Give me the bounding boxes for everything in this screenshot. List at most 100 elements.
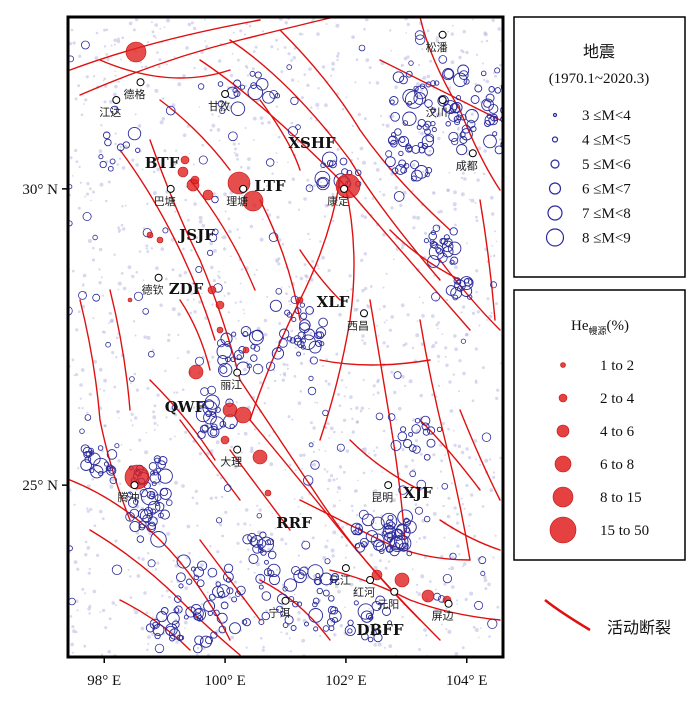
minor-quake bbox=[181, 236, 185, 240]
minor-quake bbox=[296, 617, 301, 622]
minor-quake bbox=[461, 305, 466, 309]
earthquake bbox=[215, 581, 221, 587]
earthquake bbox=[268, 232, 279, 243]
earthquake bbox=[267, 569, 275, 577]
minor-quake bbox=[141, 65, 144, 69]
minor-quake bbox=[86, 507, 89, 510]
minor-quake bbox=[356, 157, 359, 160]
minor-quake bbox=[429, 580, 432, 583]
minor-quake bbox=[120, 58, 122, 61]
minor-quake bbox=[445, 607, 448, 610]
minor-quake bbox=[151, 21, 153, 24]
earthquake bbox=[313, 626, 319, 632]
fault-line bbox=[189, 179, 256, 291]
minor-quake bbox=[266, 208, 269, 212]
minor-quake bbox=[154, 23, 158, 27]
minor-quake bbox=[124, 204, 127, 207]
minor-quake bbox=[468, 198, 471, 201]
minor-quake bbox=[127, 265, 132, 270]
minor-quake bbox=[129, 596, 133, 599]
earthquake bbox=[159, 487, 172, 500]
minor-quake bbox=[415, 333, 420, 338]
minor-quake bbox=[482, 172, 486, 176]
minor-quake bbox=[473, 534, 477, 538]
minor-quake bbox=[209, 545, 212, 548]
minor-quake bbox=[422, 170, 425, 174]
earthquake bbox=[322, 589, 330, 597]
x-tick-label: 102° E bbox=[325, 673, 366, 689]
city-label: 昆明 bbox=[371, 491, 393, 504]
earthquake bbox=[228, 131, 238, 142]
earthquake bbox=[102, 131, 111, 140]
earthquake bbox=[78, 290, 87, 300]
minor-quake bbox=[173, 162, 177, 166]
minor-quake bbox=[336, 147, 340, 151]
helium-point bbox=[242, 346, 250, 354]
minor-quake bbox=[288, 300, 291, 303]
minor-quake bbox=[406, 313, 410, 317]
minor-quake bbox=[124, 144, 128, 148]
earthquake bbox=[391, 167, 399, 175]
minor-quake bbox=[192, 26, 197, 31]
minor-quake bbox=[478, 324, 481, 327]
minor-quake bbox=[324, 544, 328, 549]
earthquake bbox=[210, 631, 218, 639]
minor-quake bbox=[98, 281, 102, 285]
minor-quake bbox=[131, 424, 134, 427]
city-label: 康定 bbox=[327, 194, 349, 208]
earthquake bbox=[90, 465, 104, 479]
minor-quake bbox=[496, 605, 500, 609]
minor-quake bbox=[92, 75, 96, 78]
minor-quake bbox=[425, 634, 428, 637]
minor-quake bbox=[238, 236, 241, 239]
earthquake bbox=[506, 85, 511, 90]
minor-quake bbox=[400, 303, 405, 308]
minor-quake bbox=[356, 299, 360, 303]
minor-quake bbox=[293, 47, 297, 50]
minor-quake bbox=[146, 41, 150, 44]
earthquake bbox=[195, 265, 203, 273]
minor-quake bbox=[81, 587, 85, 591]
minor-quake bbox=[293, 375, 297, 378]
minor-quake bbox=[101, 330, 105, 333]
minor-quake bbox=[405, 32, 408, 34]
minor-quake bbox=[390, 206, 394, 210]
earthquake bbox=[500, 115, 503, 123]
minor-quake bbox=[166, 531, 171, 536]
minor-quake bbox=[116, 39, 121, 44]
fault-line bbox=[179, 299, 211, 371]
minor-quake bbox=[181, 484, 185, 488]
minor-quake bbox=[174, 413, 178, 417]
earthquake bbox=[157, 468, 173, 484]
minor-quake bbox=[474, 201, 477, 204]
earthquake bbox=[398, 485, 408, 495]
minor-quake bbox=[324, 450, 327, 452]
earthquake bbox=[470, 125, 477, 132]
earthquake bbox=[402, 89, 418, 105]
minor-quake bbox=[246, 166, 251, 170]
minor-quake bbox=[283, 373, 287, 377]
earthquake bbox=[296, 351, 302, 357]
earthquake bbox=[216, 517, 223, 524]
minor-quake bbox=[175, 640, 179, 644]
earthquake bbox=[207, 249, 214, 256]
earthquake bbox=[451, 138, 459, 146]
minor-quake bbox=[198, 219, 203, 224]
earthquake bbox=[219, 420, 227, 428]
minor-quake bbox=[385, 319, 388, 322]
minor-quake bbox=[75, 328, 79, 332]
minor-quake bbox=[273, 379, 277, 383]
earthquake bbox=[437, 95, 449, 107]
earthquake bbox=[300, 334, 316, 350]
helium-point bbox=[177, 166, 189, 178]
city-marker bbox=[360, 309, 368, 318]
minor-quake bbox=[176, 391, 179, 394]
minor-quake bbox=[375, 168, 380, 172]
minor-quake bbox=[110, 44, 113, 47]
minor-quake bbox=[377, 642, 382, 647]
earthquake bbox=[403, 520, 417, 534]
fault-legend-label: 活动断裂 bbox=[607, 618, 671, 637]
minor-quake bbox=[450, 566, 455, 571]
minor-quake bbox=[269, 462, 274, 467]
minor-quake bbox=[232, 31, 235, 34]
